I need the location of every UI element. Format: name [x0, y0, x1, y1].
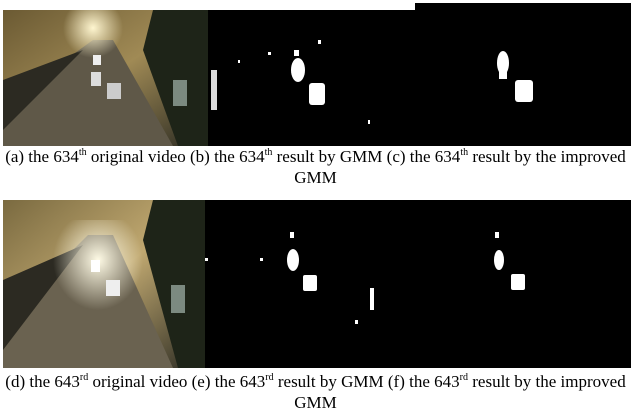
caption: (a) the 634th original video (b) the 634… [0, 146, 631, 188]
caption-superscript: th [460, 147, 468, 158]
caption-superscript: rd [460, 372, 468, 383]
caption-text: (d) the 643 [5, 372, 80, 391]
gmm-result [205, 200, 415, 368]
caption-text: original video [87, 147, 186, 166]
caption-superscript: th [79, 147, 87, 158]
gmm-result [208, 10, 415, 146]
video-frame [3, 200, 205, 368]
video-frame [3, 10, 208, 146]
caption-text: result by GMM [274, 372, 384, 391]
caption: (d) the 643rd original video (e) the 643… [0, 371, 631, 413]
caption-text: (f) the 643 [388, 372, 460, 391]
caption-superscript: rd [265, 372, 273, 383]
caption-text: (c) the 634 [387, 147, 461, 166]
improved-gmm-result [415, 200, 631, 368]
caption-text: (e) the 643 [192, 372, 266, 391]
figure: (a) the 634th original video (b) the 634… [0, 0, 631, 416]
caption-text: result by GMM [272, 147, 382, 166]
improved-gmm-result [415, 3, 631, 146]
caption-superscript: rd [80, 372, 88, 383]
caption-text: original video [88, 372, 187, 391]
caption-text: (b) the 634 [190, 147, 265, 166]
caption-text: (a) the 634 [5, 147, 79, 166]
